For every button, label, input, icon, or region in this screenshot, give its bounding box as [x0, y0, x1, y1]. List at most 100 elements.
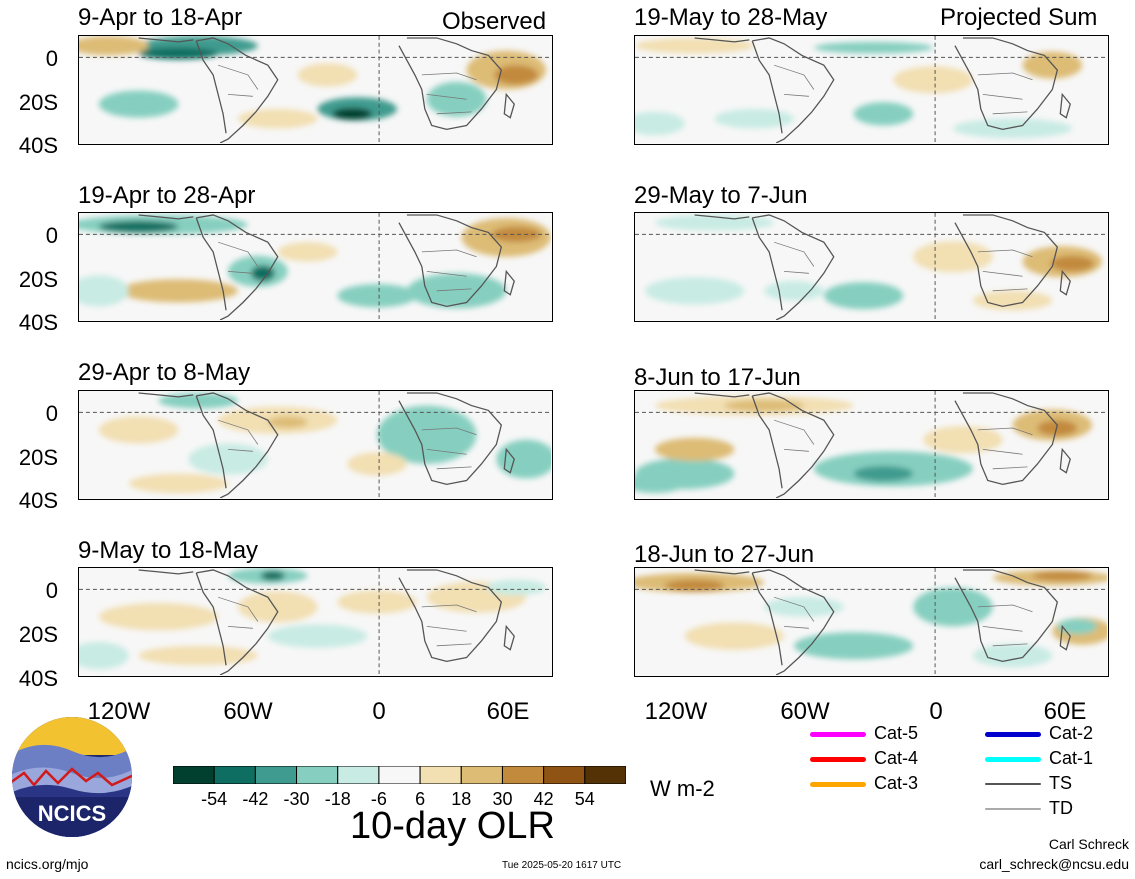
olr-anomaly-region: [1032, 570, 1093, 581]
olr-anomaly-region: [644, 277, 745, 305]
x-tick-label: 0: [929, 698, 943, 725]
country-border: [421, 427, 477, 436]
olr-anomaly-region: [337, 284, 417, 308]
legend-line: [985, 731, 1041, 737]
colorbar-swatch: [543, 765, 586, 785]
x-tick-label: 120W: [644, 698, 708, 725]
coastline: [751, 214, 835, 320]
x-tick-label: 0: [372, 698, 386, 725]
colorbar-tick-label: -30: [283, 789, 310, 809]
site-url: ncics.org/mjo: [6, 856, 89, 872]
country-border: [784, 270, 809, 274]
coastline: [751, 37, 835, 143]
olr-anomaly-region: [893, 66, 973, 94]
panel-title: 29-Apr to 8-May: [78, 359, 251, 386]
olr-anomaly-region: [913, 241, 993, 273]
map-panel: [634, 390, 1109, 500]
country-border: [426, 93, 467, 100]
country-border: [982, 270, 1023, 277]
olr-anomaly-region: [793, 632, 914, 660]
country-border: [773, 419, 815, 445]
panel-title: 8-Jun to 17-Jun: [634, 364, 801, 391]
country-border: [982, 93, 1023, 100]
country-border: [992, 466, 1028, 470]
country-border: [426, 448, 467, 455]
legend-label: Cat-5: [874, 723, 919, 743]
country-border: [217, 64, 259, 90]
y-tick-label: 0: [45, 578, 58, 603]
olr-anomaly-region: [635, 473, 685, 494]
olr-anomaly-region: [267, 416, 308, 428]
colorbar-swatch: [584, 765, 627, 785]
map-panel: [78, 390, 553, 500]
country-border: [784, 448, 809, 452]
olr-anomaly-region: [491, 226, 542, 243]
olr-anomaly-region: [654, 214, 775, 231]
country-border: [228, 93, 253, 97]
colorbar-swatch: [378, 765, 421, 785]
coastline: [694, 569, 750, 575]
country-border: [977, 249, 1033, 258]
map-panel: [78, 212, 553, 322]
y-tick-label: 20S: [18, 267, 58, 292]
olr-anomaly-region: [267, 624, 368, 648]
x-tick-label: 60W: [780, 698, 830, 725]
y-tick-label: 20S: [18, 445, 58, 470]
olr-anomaly-region: [138, 47, 219, 60]
legend-line: [810, 731, 866, 737]
x-tick-label: 120W: [87, 698, 151, 725]
coastline: [398, 37, 503, 131]
olr-anomaly-region: [764, 281, 824, 301]
ncics-logo: NCICS: [10, 715, 134, 839]
olr-anomaly-region: [494, 65, 539, 85]
olr-anomaly-region: [1037, 420, 1078, 436]
olr-anomaly-region: [853, 465, 914, 482]
country-border: [228, 448, 253, 452]
olr-anomaly-region: [98, 220, 179, 233]
country-border: [217, 241, 259, 267]
olr-anomaly-region: [332, 107, 373, 120]
olr-anomaly-region: [98, 90, 179, 118]
y-tick-label: 20S: [18, 622, 58, 647]
country-border: [421, 249, 477, 258]
coastline: [503, 92, 515, 119]
map-panel: [78, 567, 553, 677]
coastline: [694, 392, 750, 398]
panel-title: 9-Apr to 18-Apr: [78, 4, 243, 31]
y-tick-label: 20S: [18, 90, 58, 115]
coastline: [954, 214, 1059, 308]
country-border: [426, 270, 467, 277]
country-border: [228, 270, 253, 274]
panel-title: 19-May to 28-May: [634, 4, 828, 31]
country-border: [992, 111, 1028, 115]
olr-anomaly-region: [406, 273, 507, 309]
coastline: [1059, 92, 1071, 119]
olr-anomaly-region: [684, 622, 785, 650]
coastline: [503, 624, 515, 651]
y-tick-label: 0: [45, 401, 58, 426]
olr-anomaly-region: [635, 37, 755, 54]
olr-anomaly-region: [813, 41, 934, 54]
olr-anomaly-region: [654, 437, 735, 462]
colorbar-swatch: [460, 765, 503, 785]
coastline: [1059, 269, 1071, 296]
coastline: [954, 392, 1059, 486]
timestamp: Tue 2025-05-20 1617 UTC: [502, 860, 622, 871]
y-tick-label: 0: [45, 46, 58, 71]
coastline: [195, 569, 279, 675]
olr-anomaly-region: [79, 641, 129, 670]
x-tick-label: 60W: [223, 698, 273, 725]
observed-title: Observed: [442, 8, 547, 35]
olr-anomaly-region: [496, 439, 551, 479]
olr-anomaly-region: [486, 579, 547, 596]
olr-anomaly-region: [138, 645, 258, 666]
olr-anomaly-region: [972, 290, 1053, 311]
olr-anomaly-region: [426, 81, 487, 117]
colorbar-tick-label: -42: [242, 789, 269, 809]
colorbar-tick-label: 6: [415, 789, 426, 809]
colorbar-swatch: [213, 765, 256, 785]
olr-anomaly-region: [277, 242, 338, 262]
coastline: [1059, 447, 1071, 474]
colorbar-tick-label: -54: [201, 789, 228, 809]
logo-text: NCICS: [38, 801, 106, 826]
